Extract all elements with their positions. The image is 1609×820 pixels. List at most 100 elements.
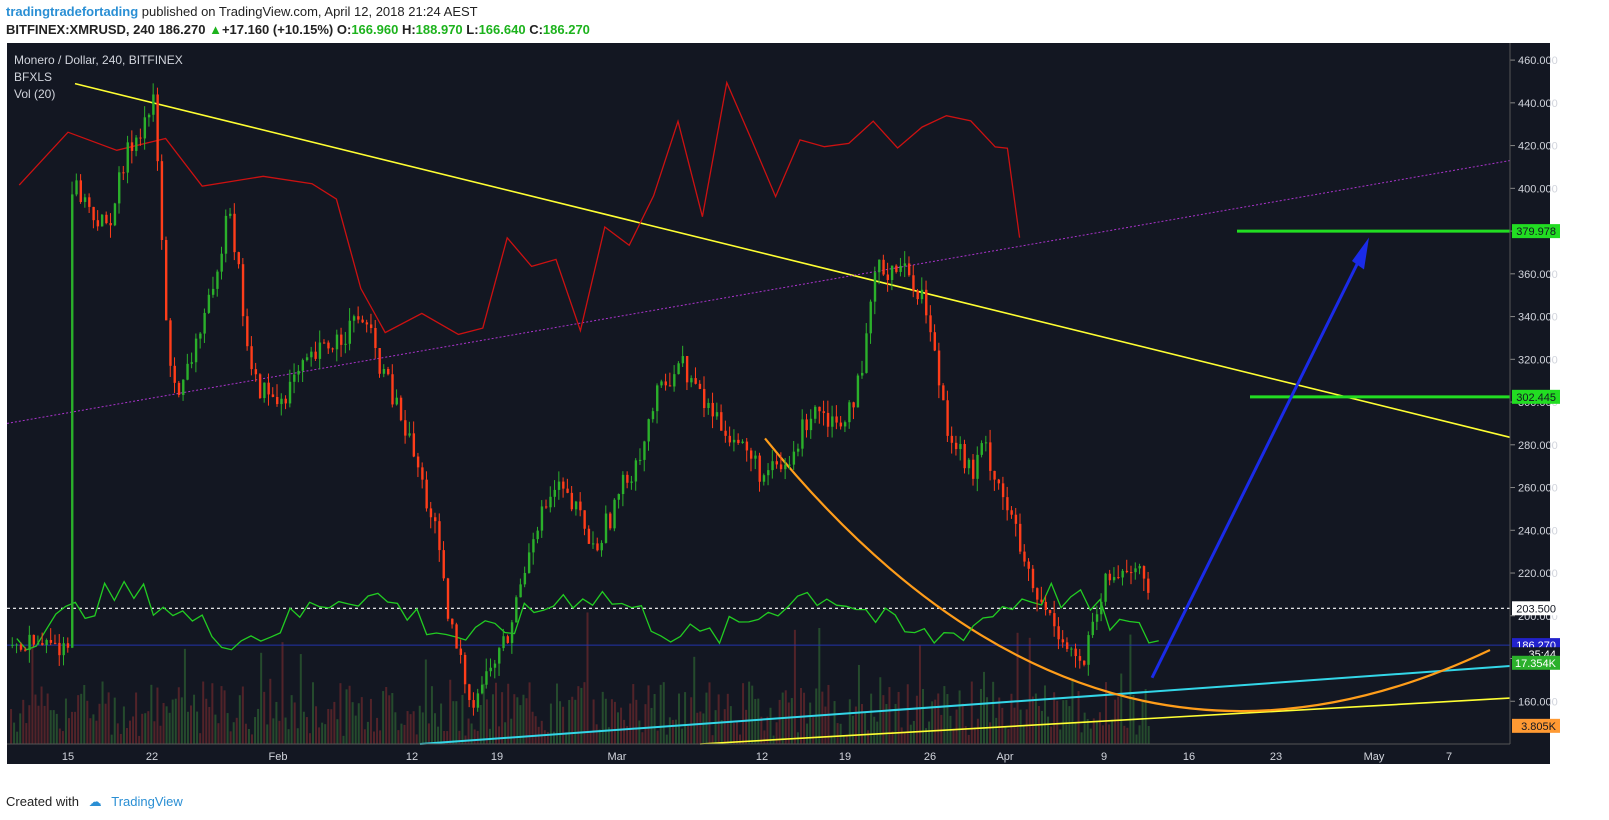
volume-bars — [10, 612, 1150, 744]
volume-bar — [244, 723, 247, 744]
volume-bar — [604, 698, 607, 744]
volume-bar — [888, 687, 891, 744]
volume-bar — [534, 716, 537, 744]
candle-body — [1065, 642, 1069, 649]
candle-body — [276, 396, 279, 405]
volume-bar — [1141, 699, 1144, 744]
volume-bar — [119, 733, 122, 744]
volume-bar — [241, 686, 244, 744]
candle-body — [848, 402, 851, 423]
volume-bar — [49, 710, 52, 744]
candle-body — [15, 644, 18, 646]
candle-body — [822, 411, 825, 413]
volume-bar — [1025, 709, 1028, 744]
candle-body — [668, 385, 672, 387]
candle-body — [553, 489, 556, 497]
volume-bar — [729, 706, 732, 744]
candle-body — [1010, 510, 1013, 515]
candle-body — [1048, 609, 1052, 614]
candle-body — [1036, 588, 1039, 600]
candle-body — [446, 578, 450, 619]
candle-body — [374, 328, 377, 349]
volume-bar — [351, 702, 354, 744]
candle-body — [609, 513, 612, 529]
candle-body — [698, 383, 702, 389]
author-link[interactable]: tradingtradefortading — [6, 4, 139, 19]
candle-body — [88, 197, 91, 207]
volume-bar — [324, 724, 327, 744]
candle-body — [899, 265, 902, 272]
candle-body — [895, 265, 898, 272]
volume-bar — [922, 688, 924, 744]
candle-body — [1130, 572, 1133, 574]
volume-bar — [617, 712, 619, 744]
volume-bar — [125, 727, 128, 744]
candle-body — [591, 543, 595, 545]
candle-body — [71, 194, 74, 648]
volume-bar — [629, 703, 632, 744]
volume-bar — [1114, 699, 1117, 744]
volume-bar — [382, 691, 385, 744]
oscillator-line — [16, 580, 1159, 651]
volume-bar — [1004, 725, 1007, 744]
x-tick-label: 12 — [756, 751, 768, 763]
volume-bar — [424, 659, 427, 744]
candle-body — [1044, 601, 1048, 610]
candle-body — [771, 461, 774, 471]
volume-bar — [220, 686, 223, 744]
candle-body — [1147, 578, 1150, 593]
volume-bar — [22, 699, 25, 744]
volume-bar — [678, 693, 680, 744]
candles — [11, 83, 1150, 716]
candle-body — [835, 416, 838, 423]
volume-bar — [113, 697, 116, 744]
support-line — [419, 664, 1511, 745]
volume-bar — [690, 697, 693, 744]
chart-area[interactable]: 460.000440.000420.000400.000380.000360.0… — [0, 0, 1609, 790]
volume-bar — [565, 732, 568, 744]
candle-body — [801, 419, 804, 449]
candle-body — [369, 324, 373, 329]
tradingview-link[interactable]: TradingView — [111, 794, 183, 809]
volume-bar — [1059, 729, 1062, 744]
candle-body — [11, 644, 14, 646]
candle-body — [421, 467, 424, 480]
candle-body — [976, 454, 979, 479]
volume-bar — [52, 710, 55, 744]
volume-bar — [638, 720, 641, 744]
volume-bar — [333, 701, 336, 744]
volume-bar — [458, 730, 461, 744]
volume-bar — [607, 727, 610, 744]
y-tick-label: 440.000 — [1518, 98, 1558, 110]
volume-bar — [379, 730, 382, 744]
volume-bar — [101, 681, 104, 744]
candle-body — [1108, 573, 1112, 581]
candle-body — [468, 684, 471, 701]
candle-body — [579, 501, 582, 511]
volume-bar — [745, 709, 748, 744]
volume-bar — [293, 702, 296, 744]
candle-body — [143, 117, 147, 139]
candle-body — [254, 369, 258, 375]
volume-bar — [897, 691, 900, 744]
volume-bar — [302, 711, 305, 744]
volume-bar — [95, 720, 98, 744]
volume-bar — [699, 711, 702, 744]
candle-body — [365, 322, 369, 325]
candle-body — [1031, 568, 1035, 589]
candle-body — [211, 288, 215, 295]
candle-body — [404, 420, 407, 436]
candle-body — [169, 320, 172, 366]
volume-bar — [1092, 718, 1095, 744]
candle-body — [767, 470, 770, 476]
volume-bar — [247, 729, 250, 744]
volume-bar — [427, 723, 430, 744]
volume-bar — [269, 678, 272, 744]
candle-body — [485, 671, 488, 685]
candle-body — [391, 374, 394, 405]
candle-body — [357, 316, 360, 320]
candle-body — [1125, 570, 1129, 573]
candle-body — [58, 642, 61, 656]
price-labels: 379.978302.445203.500186.27035:4417.354K… — [1512, 224, 1560, 733]
candle-body — [105, 214, 108, 224]
